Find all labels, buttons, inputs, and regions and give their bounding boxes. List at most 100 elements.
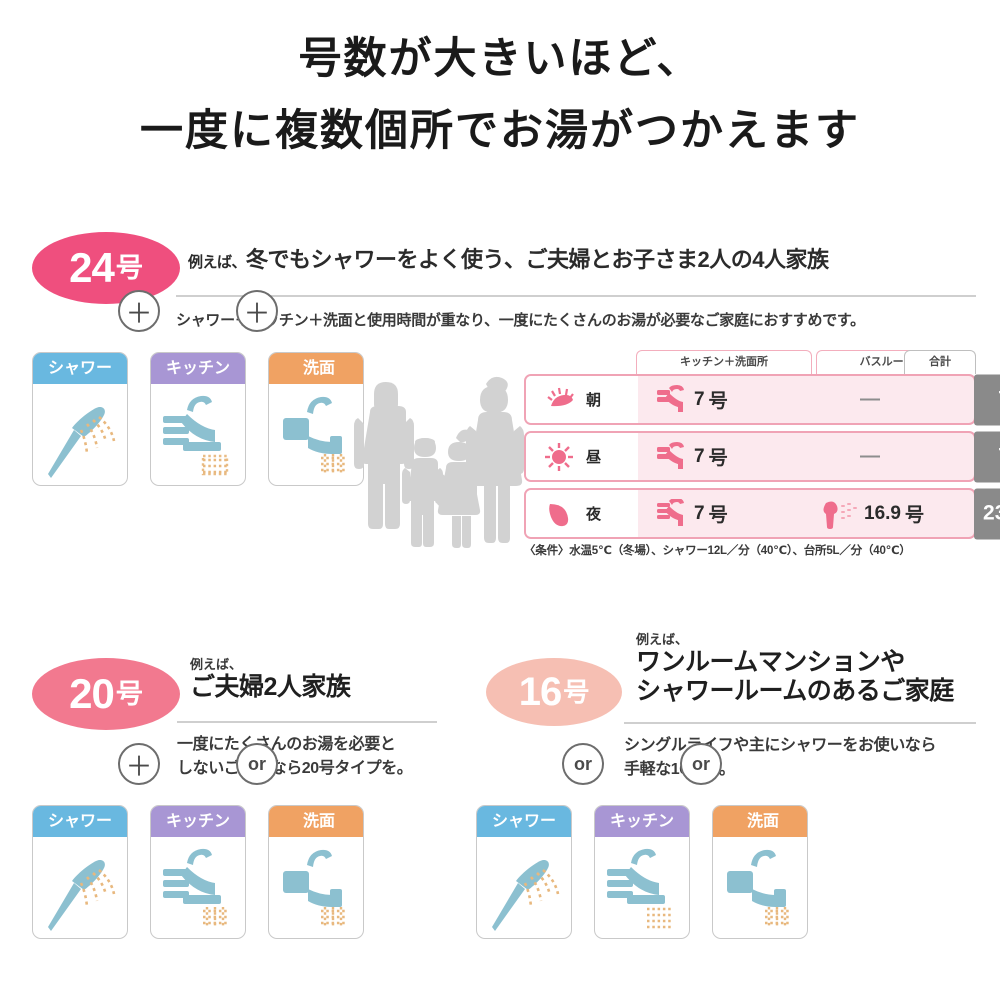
badge-20go: 20 号	[32, 658, 180, 730]
moon-icon	[549, 503, 569, 526]
appliance-caption-kitchen: キッチン	[151, 806, 245, 837]
shower-head-icon	[33, 837, 127, 938]
table-kitchen-unit: 号	[708, 448, 728, 469]
kitchen-faucet-icon	[595, 837, 689, 938]
title-line-1: 号数が大きいほど、	[298, 35, 702, 83]
table-kitchen-unit: 号	[708, 391, 728, 412]
table-time-label: 昼	[586, 449, 602, 466]
appliance-caption-sink: 洗面	[269, 806, 363, 837]
shower-head-icon	[33, 384, 127, 485]
faucet-icon	[657, 384, 684, 412]
badge-16-number: 16	[518, 670, 562, 714]
section-16-heading: 例えば、 ワンルームマンションや シャワールームのあるご家庭	[636, 632, 954, 707]
section-24-heading: 例えば、冬でもシャワーをよく使う、ご夫婦とお子さま2人の4人家族	[188, 247, 978, 272]
connector-plus-icon: ＋	[118, 743, 160, 785]
table-time-label: 夜	[586, 506, 602, 523]
kitchen-faucet-icon	[151, 837, 245, 938]
shower-icon	[823, 501, 857, 529]
appliance-box-kitchen[interactable]: キッチン	[150, 805, 246, 939]
appliance-box-sink[interactable]: 洗面	[268, 352, 364, 486]
appliance-caption-shower: シャワー	[33, 806, 127, 837]
section-20-body-line2: しないご家庭なら20号タイプを。	[177, 760, 413, 777]
table-cell-total: 7号	[974, 374, 1000, 425]
table-kitchen-unit: 号	[708, 505, 728, 526]
section-24-divider	[176, 295, 976, 297]
section-16-appliance-row: シャワー or キッチン	[476, 743, 808, 939]
appliance-caption-sink: 洗面	[713, 806, 807, 837]
section-24-lead: 例えば、冬でもシャワーをよく使う、ご夫婦とお子さま2人の4人家族	[188, 247, 978, 272]
table-cell-bath: —	[814, 445, 974, 468]
table-bath-unit: 号	[904, 505, 924, 526]
section-16-body-line2: 手軽な16号を。	[624, 761, 735, 778]
table-cell-total: 7号	[974, 431, 1000, 482]
table-cell-total: 23.9号	[974, 488, 1000, 539]
section-24-subtext: シャワー＋キッチン＋洗面と使用時間が重なり、一度にたくさんのお湯が必要なご家庭に…	[176, 312, 865, 329]
badge-24-number: 24	[69, 244, 115, 291]
shower-head-icon	[477, 837, 571, 938]
appliance-caption-kitchen: キッチン	[595, 806, 689, 837]
appliance-box-sink[interactable]: 洗面	[268, 805, 364, 939]
sun-icon	[545, 442, 573, 471]
family-of-four-silhouette-icon	[352, 372, 524, 554]
usage-table-note: 〈条件〉水温5℃（冬場）、シャワー12L／分（40℃）、台所5L／分（40℃）	[524, 545, 911, 557]
table-kitchen-value: 7	[694, 502, 705, 524]
badge-20-number: 20	[69, 670, 115, 717]
section-20-lead-small: 例えば、	[190, 657, 243, 672]
appliance-caption-shower: シャワー	[33, 353, 127, 384]
faucet-icon	[657, 441, 684, 469]
section-16-lead-main-2: シャワールームのあるご家庭	[636, 677, 954, 706]
section-20-divider	[177, 721, 437, 723]
table-bath-value: 16.9	[864, 502, 901, 524]
appliance-box-shower[interactable]: シャワー	[476, 805, 572, 939]
appliance-box-shower[interactable]: シャワー	[32, 805, 128, 939]
badge-20-unit: 号	[115, 678, 143, 709]
table-cell-time: 夜	[526, 490, 638, 537]
section-20-appliance-row: シャワー ＋ キッチン	[32, 743, 364, 939]
section-24-appliance-row: シャワー ＋ キッチン	[32, 290, 364, 486]
badge-16-unit: 号	[563, 677, 590, 707]
sink-faucet-icon	[269, 384, 363, 485]
table-total-value: 23.9	[983, 501, 1000, 525]
badge-16go: 16 号	[486, 658, 622, 726]
table-kitchen-value: 7	[694, 445, 705, 467]
table-bath-value: —	[860, 445, 880, 467]
connector-or-icon: or	[562, 743, 604, 785]
section-16-divider	[624, 722, 976, 724]
appliance-box-sink[interactable]: 洗面	[712, 805, 808, 939]
connector-plus-icon-2: ＋	[236, 290, 278, 332]
connector-or-icon-2: or	[680, 743, 722, 785]
section-20-lead-main: ご夫婦2人家族	[190, 672, 351, 701]
section-16-lead-main-1: ワンルームマンションや	[636, 647, 905, 676]
table-cell-bath: 16.9 号	[814, 499, 974, 529]
faucet-icon	[657, 498, 684, 526]
sink-faucet-icon	[269, 837, 363, 938]
appliance-caption-kitchen: キッチン	[151, 353, 245, 384]
section-24-lead-main: 冬でもシャワーをよく使う、ご夫婦とお子さま2人の4人家族	[246, 247, 829, 272]
section-20-body: 一度にたくさんのお湯を必要と しないご家庭なら20号タイプを。	[177, 733, 467, 781]
kitchen-faucet-icon	[151, 384, 245, 485]
table-cell-time: 朝	[526, 376, 638, 423]
page-title: 号数が大きいほど、 一度に複数個所でお湯がつかえます	[0, 38, 1000, 153]
sunrise-icon	[547, 387, 574, 406]
table-bath-value: —	[860, 388, 880, 410]
title-line-2: 一度に複数個所でお湯がつかえます	[140, 107, 860, 155]
table-kitchen-value: 7	[694, 388, 705, 410]
appliance-box-shower[interactable]: シャワー	[32, 352, 128, 486]
table-cell-time: 昼	[526, 433, 638, 480]
appliance-caption-sink: 洗面	[269, 353, 363, 384]
appliance-caption-shower: シャワー	[477, 806, 571, 837]
appliance-box-kitchen[interactable]: キッチン	[594, 805, 690, 939]
table-cell-bath: —	[814, 388, 974, 411]
table-header-total: 合計	[904, 350, 976, 374]
table-row: 昼 7号 — 7号	[524, 431, 1000, 482]
table-total-value: 7	[998, 389, 1000, 411]
appliance-box-kitchen[interactable]: キッチン	[150, 352, 246, 486]
section-24-lead-small: 例えば、	[188, 254, 247, 271]
table-row: 朝 7号 — 7号	[524, 374, 1000, 425]
section-16-body-line1: シングルライフや主にシャワーをお使いなら	[624, 737, 937, 754]
table-total-value: 7	[998, 446, 1000, 468]
